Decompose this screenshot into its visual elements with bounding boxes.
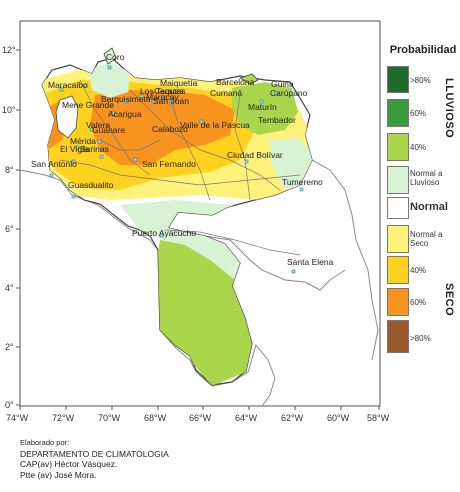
legend-swatch-rainy-80 xyxy=(387,66,409,93)
legend-label: Normal a Lluvioso xyxy=(410,169,443,187)
lat-label-6: 6° xyxy=(5,224,14,234)
city-label: Maiquetía xyxy=(160,78,198,88)
lat-label-10: 10° xyxy=(2,105,16,115)
credits-line: Elaborado por: xyxy=(20,438,70,447)
lat-label-0: 0° xyxy=(5,400,14,410)
legend-label-normal: Normal xyxy=(410,201,448,213)
city-label: Puerto Ayacucho xyxy=(132,228,196,238)
zone-normal-rainy-north xyxy=(88,62,130,98)
lat-label-2: 2° xyxy=(5,342,14,352)
latitude-ticks xyxy=(16,49,20,406)
legend-label: 40% xyxy=(410,266,427,275)
city-label: Güiria xyxy=(271,79,294,89)
legend-swatch-dry-60 xyxy=(387,288,409,316)
lon-label-70: 70°W xyxy=(98,413,121,423)
city-label: Tembador xyxy=(258,115,296,125)
lon-label-68: 68°W xyxy=(144,413,167,423)
lon-label-58: 58°W xyxy=(367,413,390,423)
city-label: San Antonio xyxy=(31,159,77,169)
city-label: Santa Elena xyxy=(287,257,334,267)
legend-swatch-normal-rainy xyxy=(387,166,409,194)
city-label: Acarigua xyxy=(108,109,142,119)
city-label: San Fernando xyxy=(142,159,196,169)
city-label: Calabozo xyxy=(152,124,188,134)
legend-label: 40% xyxy=(410,143,427,152)
lat-label-4: 4° xyxy=(5,283,14,293)
lat-label-12: 12° xyxy=(2,45,16,55)
city-label: Ciudad Bolívar xyxy=(227,150,283,160)
lon-label-60: 60°W xyxy=(327,413,350,423)
legend-swatch-normal xyxy=(387,197,409,219)
legend-label: >80% xyxy=(410,76,431,85)
legend-label: Normal a Seco xyxy=(410,230,443,248)
city-label: Maracay xyxy=(146,92,179,102)
longitude-ticks xyxy=(19,406,380,410)
zone-rainy-40-east xyxy=(232,82,298,135)
border-neighbors xyxy=(19,169,276,407)
lake-maracaibo xyxy=(55,95,79,139)
city-label: Valera xyxy=(86,120,110,130)
state-borders xyxy=(59,79,301,256)
city-label: Barcelona xyxy=(216,77,255,87)
city-label: Carúpano xyxy=(270,88,308,98)
credits-line: DEPARTAMENTO DE CLIMATOLOGIA xyxy=(20,448,169,459)
zone-rainy-40-south xyxy=(150,240,252,385)
legend-swatch-dry-80 xyxy=(387,320,409,353)
station-markers xyxy=(49,65,304,274)
legend-swatch-rainy-40 xyxy=(387,133,409,161)
city-label: Maturín xyxy=(248,102,277,112)
margarita-island xyxy=(239,73,259,85)
border-brazil xyxy=(204,235,346,291)
city-label: El Vigía xyxy=(60,144,89,154)
credits-line: Ptte (av) José Mora. xyxy=(20,469,97,480)
border-guyana xyxy=(311,159,379,361)
legend-swatch-dry-40 xyxy=(387,256,409,284)
lon-label-72: 72°W xyxy=(52,413,75,423)
legend-swatch-normal-dry xyxy=(387,225,409,253)
city-label: Valle de la Pascua xyxy=(180,120,250,130)
legend-label: 60% xyxy=(410,109,427,118)
legend-label: 60% xyxy=(410,298,427,307)
city-label: Mérida xyxy=(70,136,96,146)
credits: Elaborado por: DEPARTAMENTO DE CLIMATOLO… xyxy=(20,438,169,480)
zone-dry-60-center xyxy=(90,90,235,165)
city-label: Maracaibo xyxy=(48,80,88,90)
legend-label: >80% xyxy=(410,334,431,343)
city-label: Mene Grande xyxy=(62,100,114,110)
city-label: Guasdualito xyxy=(68,180,114,190)
lat-label-8: 8° xyxy=(5,165,14,175)
city-label: Barinas xyxy=(80,144,109,154)
legend-swatch-rainy-60 xyxy=(387,99,409,127)
lon-label-64: 64°W xyxy=(235,413,258,423)
legend-side-rainy: LLUVIOSO xyxy=(443,78,455,139)
city-label: Caracas xyxy=(154,86,186,96)
lon-label-66: 66°W xyxy=(189,413,212,423)
lon-label-62: 62°W xyxy=(281,413,304,423)
paraguana xyxy=(103,47,117,65)
city-label: Cumaná xyxy=(210,88,242,98)
city-label: Tumeremo xyxy=(282,177,323,187)
legend-side-dry: SECO xyxy=(443,283,455,317)
city-label: Barquisimeto xyxy=(101,94,151,104)
city-label: San Juan xyxy=(153,96,189,106)
city-label: Coro xyxy=(106,52,125,62)
city-label: Guanare xyxy=(92,125,125,135)
city-label: Los Teques xyxy=(140,86,183,96)
lon-label-74: 74°W xyxy=(6,413,29,423)
credits-line: CAP(av) Héctor Vásquez. xyxy=(20,459,118,469)
legend-title: Probabilidad xyxy=(389,44,457,56)
